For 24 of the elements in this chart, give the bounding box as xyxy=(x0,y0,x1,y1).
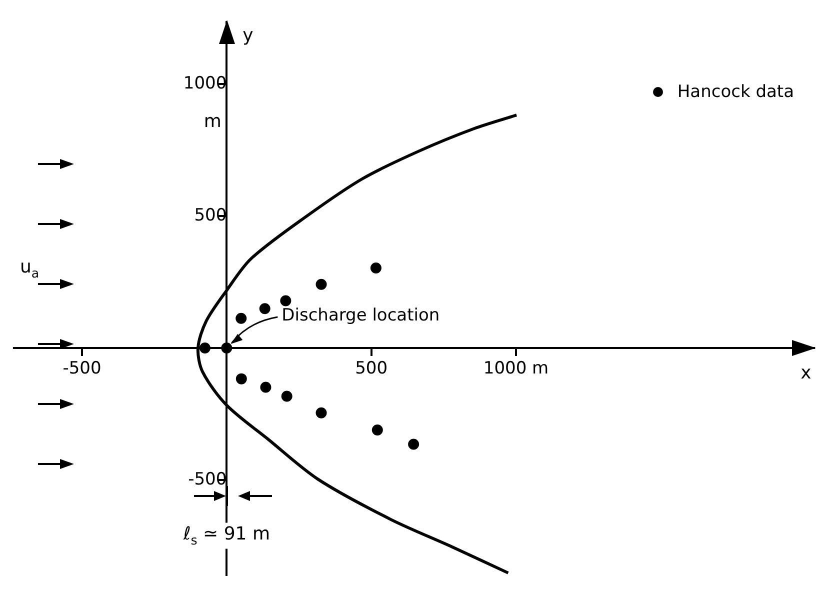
point xyxy=(259,303,270,314)
point xyxy=(408,438,420,450)
x-tick-label: -500 xyxy=(62,358,102,379)
annotation: m xyxy=(204,110,222,132)
point xyxy=(280,295,292,306)
point xyxy=(316,407,327,418)
point xyxy=(281,390,292,402)
legend-label: Hancock data xyxy=(677,82,794,102)
y-tick-label: 500 xyxy=(194,205,227,226)
point xyxy=(236,373,247,384)
point xyxy=(370,262,382,274)
point xyxy=(236,312,247,324)
y-tick-label: 1000 xyxy=(183,74,227,94)
x-tick-label: 500 xyxy=(355,358,388,379)
point xyxy=(199,342,210,354)
point xyxy=(372,424,383,436)
point xyxy=(221,342,232,354)
y-axis-title: y xyxy=(242,24,254,46)
y-tick-label: -500 xyxy=(188,469,227,490)
point xyxy=(260,382,272,393)
x-tick-label: 1000 m xyxy=(483,358,549,379)
point xyxy=(316,278,327,290)
x-axis-title: x xyxy=(800,362,812,384)
annotation: Discharge location xyxy=(282,305,440,326)
